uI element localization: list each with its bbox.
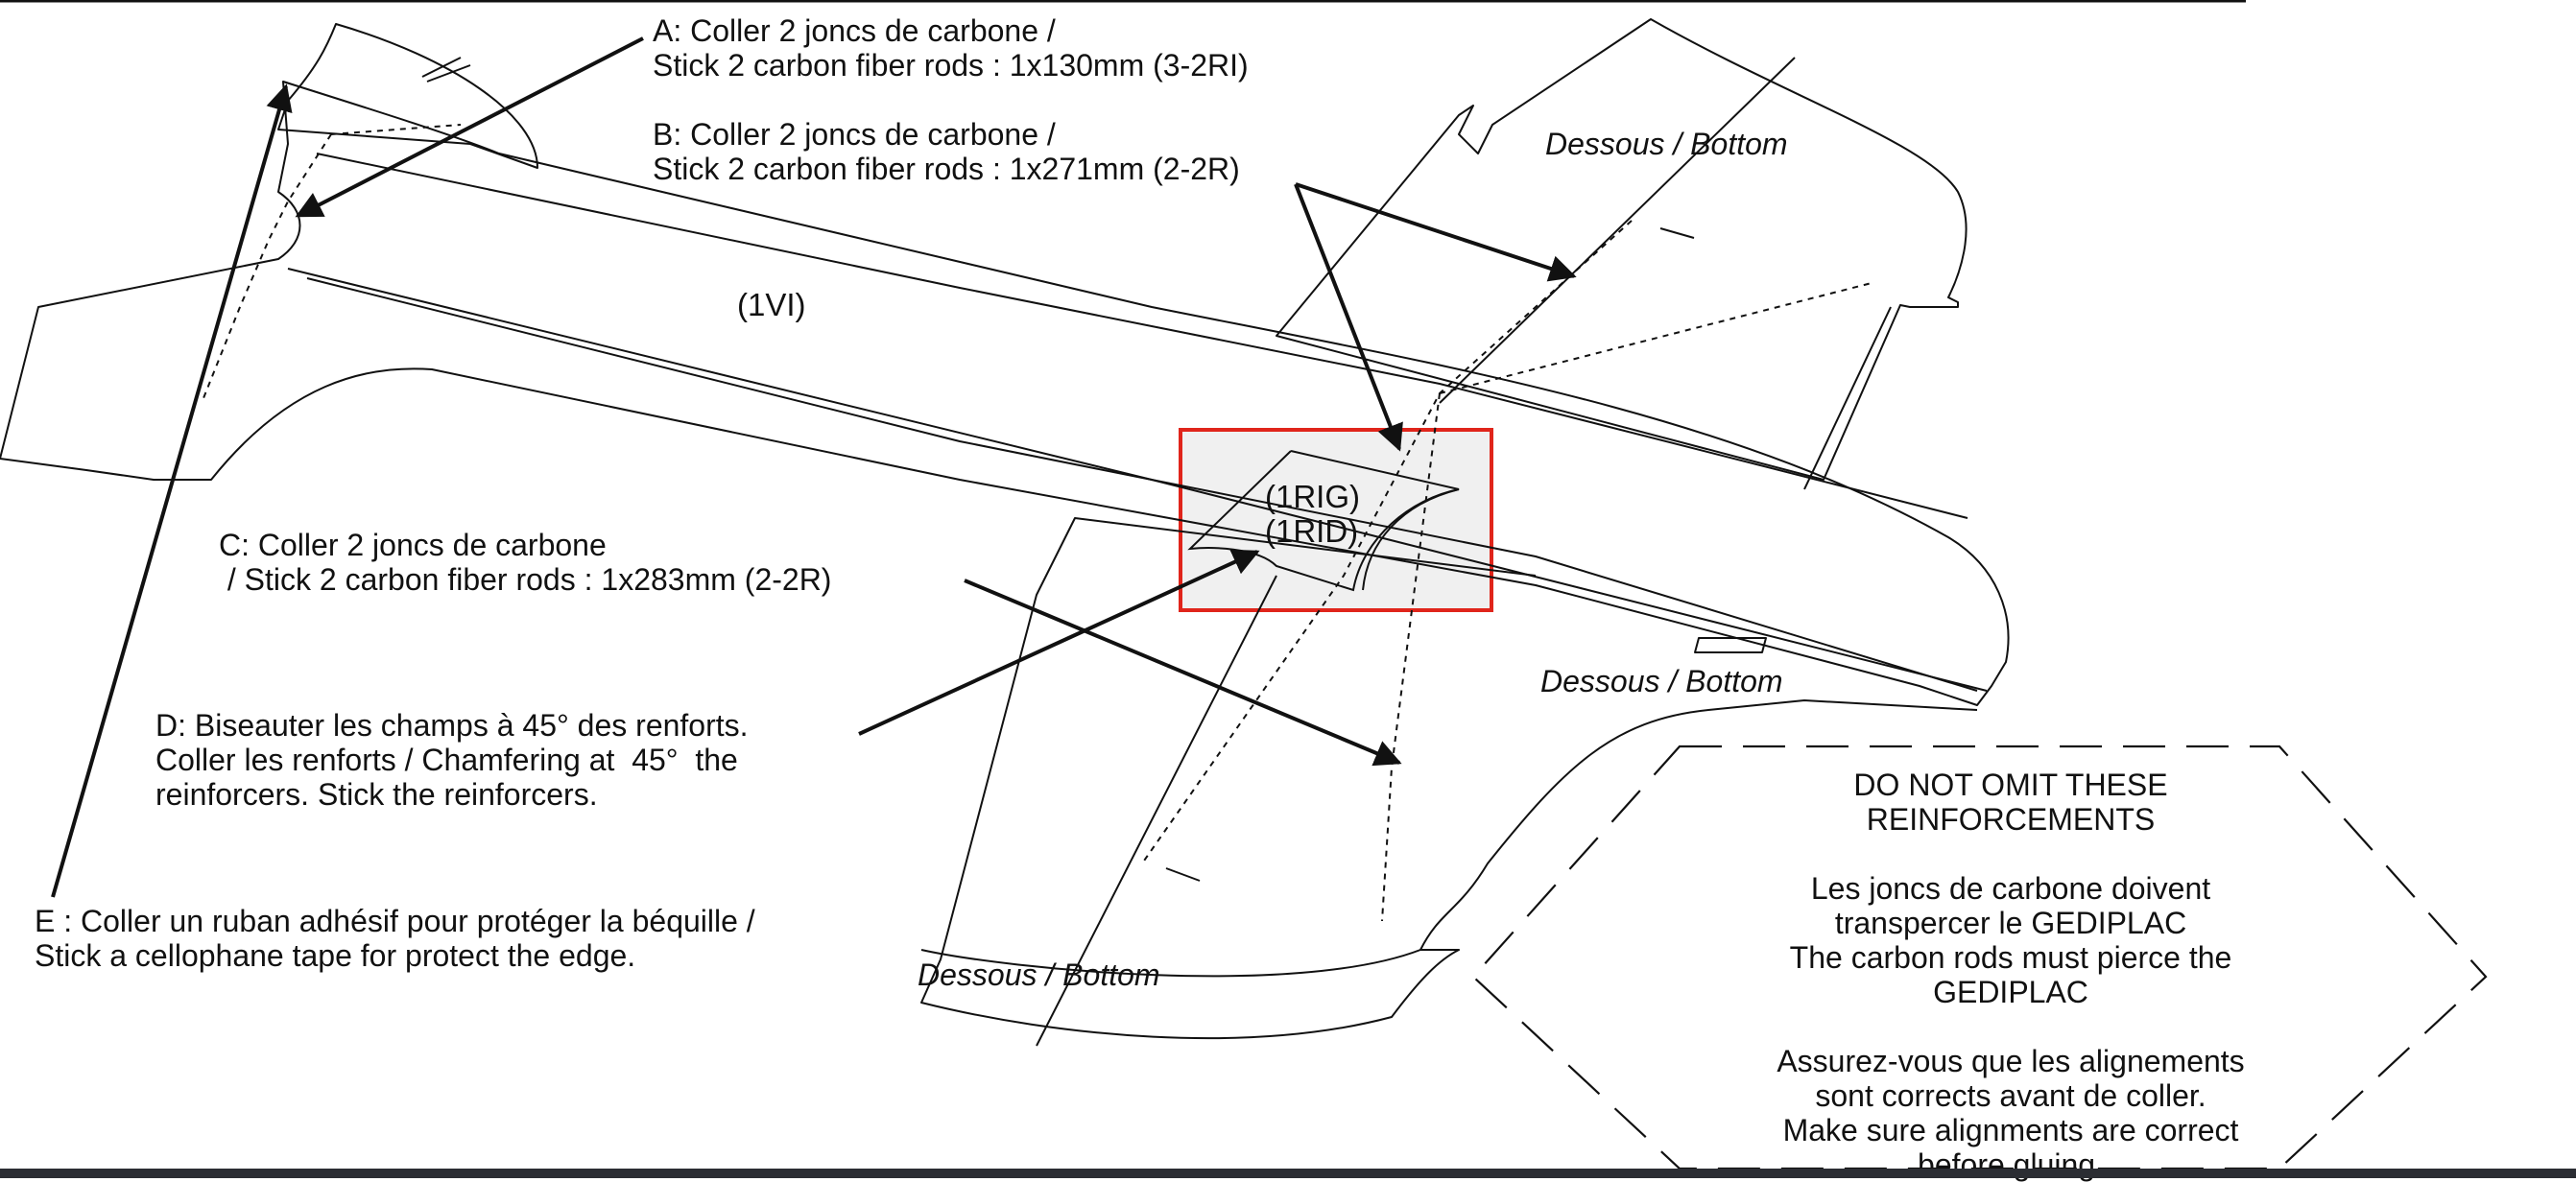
side-label-top-right: Dessous / Bottom [1545, 127, 1788, 161]
side-label-middle-right: Dessous / Bottom [1540, 664, 1783, 698]
fuselage-body [0, 81, 2010, 706]
notice-spacer [1526, 1009, 2495, 1044]
carbon-rod-a-upper [330, 124, 462, 135]
notice-frame [1471, 745, 2488, 1170]
arrow-d [858, 549, 1260, 736]
part-label-reinforcer-left: (1RIG) [1265, 479, 1360, 514]
lower-right-wing [920, 517, 1978, 1040]
arrow-a [295, 36, 644, 218]
annotation-b-line2: Stick 2 carbon fiber rods : 1x271mm (2-2… [653, 152, 1240, 186]
lower-wing-leading [920, 949, 1421, 978]
notice-line: REINFORCEMENTS [1866, 802, 2156, 837]
reinforcer-part-right [1362, 488, 1460, 591]
arrow-c [964, 579, 1402, 767]
bottom-strip [0, 1169, 2576, 1178]
annotation-d-line3: reinforcers. Stick the reinforcers. [155, 777, 598, 812]
lower-wing-small-part [1694, 637, 1767, 653]
lower-wing-spar-line [1036, 575, 1277, 1047]
notice-line: DO NOT OMIT THESE [1853, 768, 2168, 802]
annotation-e-line2: Stick a cellophane tape for protect the … [35, 938, 636, 973]
annotation-a-line2: Stick 2 carbon fiber rods : 1x130mm (3-2… [653, 48, 1249, 83]
notice-line: The carbon rods must pierce the [1789, 940, 2232, 975]
notice-line: GEDIPLAC [1933, 975, 2088, 1009]
annotation-c-line2: / Stick 2 carbon fiber rods : 1x283mm (2… [219, 562, 832, 597]
fuselage-inner-bottom [306, 277, 1978, 692]
arrow-b-to-upper [1295, 182, 1577, 282]
left-stabilizer [277, 23, 538, 169]
reinforcement-notice: DO NOT OMIT THESE REINFORCEMENTS Les jon… [1526, 768, 2495, 1182]
carbon-rod-b-tip [1439, 282, 1872, 394]
carbon-rod-a [201, 133, 332, 404]
annotation-b-line1: B: Coller 2 joncs de carbone / [653, 117, 1056, 152]
annotation-a-line1: A: Coller 2 joncs de carbone / [653, 13, 1056, 48]
upper-right-wing [1276, 18, 1968, 481]
annotation-d-line2: Coller les renforts / Chamfering at 45° … [155, 743, 738, 777]
notice-line: transpercer le GEDIPLAC [1834, 906, 2187, 940]
notice-spacer [1526, 837, 2495, 871]
carbon-rod-b [1141, 220, 1633, 864]
notice-line: Les joncs de carbone doivent [1810, 871, 2211, 906]
notice-line: sont corrects avant de coller. [1815, 1078, 2206, 1113]
upper-wing-spar-line [1439, 57, 1796, 404]
side-label-bottom-center: Dessous / Bottom [918, 957, 1160, 992]
lower-wing-small-slot [1165, 867, 1201, 882]
arrow-e [51, 83, 293, 898]
fuselage-centerline [287, 268, 1988, 692]
part-label-fuselage: (1VI) [737, 287, 806, 322]
annotation-d-line1: D: Biseauter les champs à 45° des renfor… [155, 708, 749, 743]
left-stabilizer-hinge [421, 57, 471, 83]
upper-wing-small-slot [1659, 227, 1695, 239]
upper-wing-trailing [1803, 306, 1892, 490]
arrow-b-to-lower [1294, 183, 1403, 452]
fuselage-inner-top [316, 153, 1968, 519]
notice-line: Make sure alignments are correct [1782, 1113, 2239, 1147]
notice-line: Assurez-vous que les alignements [1777, 1044, 2245, 1078]
part-label-reinforcer-right: (1RID) [1265, 513, 1359, 549]
reinforcer-highlight-box [1179, 428, 1493, 612]
annotation-e-line1: E : Coller un ruban adhésif pour protége… [35, 904, 755, 938]
annotation-c-line1: C: Coller 2 joncs de carbone [219, 528, 607, 562]
